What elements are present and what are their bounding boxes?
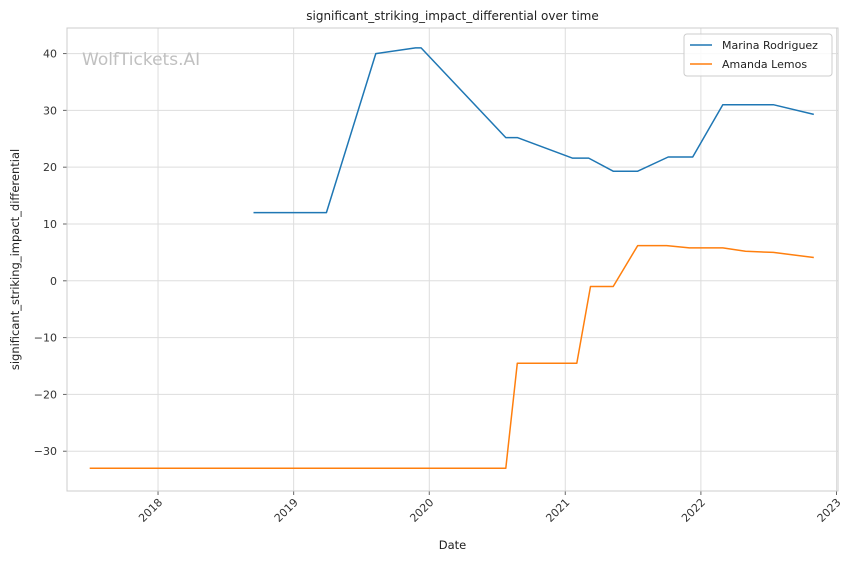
series-line-marina-rodriguez (253, 47, 814, 214)
y-tick-label: 30 (43, 104, 57, 117)
legend-label: Marina Rodriguez (722, 39, 818, 52)
x-tick-label: 2018 (136, 496, 165, 525)
grid (63, 28, 838, 495)
legend-label: Amanda Lemos (722, 58, 807, 71)
series-lines (89, 47, 814, 470)
series-line-amanda-lemos (89, 244, 814, 470)
x-axis-label: Date (439, 538, 467, 552)
plot-frame (66, 27, 839, 492)
x-tick-labels: 2018 2019 2020 2021 2022 2023 (136, 496, 843, 525)
x-tick-label: 2020 (407, 496, 436, 525)
x-tick-label: 2021 (543, 496, 572, 525)
y-tick-label: 20 (43, 161, 57, 174)
y-tick-label: −20 (34, 388, 57, 401)
y-axis-label: significant_striking_impact_differential (8, 149, 22, 370)
watermark: WolfTickets.AI (82, 50, 200, 70)
y-tick-labels: −30 −20 −10 0 10 20 30 40 (34, 48, 57, 459)
x-tick-label: 2022 (679, 496, 708, 525)
y-tick-label: 40 (43, 48, 57, 61)
y-tick-label: 10 (43, 218, 57, 231)
y-tick-label: 0 (50, 275, 57, 288)
legend-box (683, 33, 833, 77)
x-tick-label: 2019 (272, 496, 301, 525)
x-tick-label: 2023 (815, 496, 844, 525)
chart-title: significant_striking_impact_differential… (306, 9, 598, 23)
y-tick-label: −30 (34, 445, 57, 458)
legend: Marina Rodriguez Amanda Lemos (683, 33, 833, 77)
y-tick-label: −10 (34, 332, 57, 345)
